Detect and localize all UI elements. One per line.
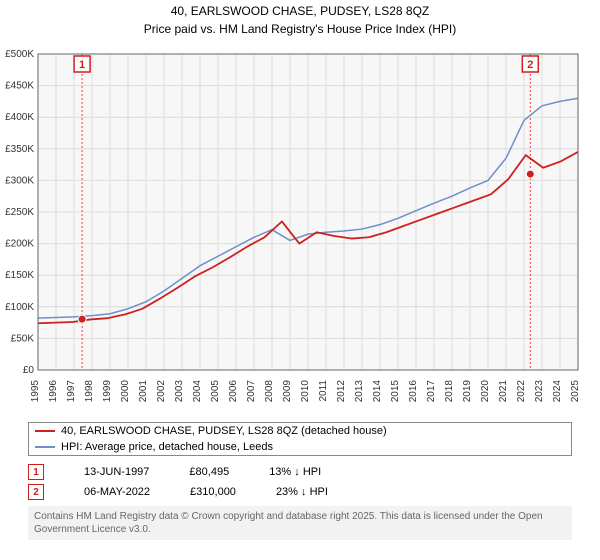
svg-text:2025: 2025	[570, 380, 581, 403]
svg-text:2005: 2005	[210, 380, 221, 403]
marker-date: 13-JUN-1997	[84, 466, 149, 478]
svg-text:2022: 2022	[516, 380, 527, 403]
svg-text:£0: £0	[23, 365, 35, 376]
marker-row: 2 06-MAY-2022 £310,000 23% ↓ HPI	[0, 482, 600, 502]
svg-text:2011: 2011	[318, 380, 329, 402]
svg-text:2002: 2002	[156, 380, 167, 403]
chart-subtitle: Price paid vs. HM Land Registry's House …	[0, 18, 600, 36]
svg-text:2001: 2001	[138, 380, 149, 403]
legend: 40, EARLSWOOD CHASE, PUDSEY, LS28 8QZ (d…	[28, 422, 572, 456]
svg-text:2008: 2008	[264, 380, 275, 403]
svg-text:£350K: £350K	[5, 144, 34, 155]
legend-label: 40, EARLSWOOD CHASE, PUDSEY, LS28 8QZ (d…	[61, 425, 387, 437]
attribution: Contains HM Land Registry data © Crown c…	[28, 506, 572, 540]
svg-text:2006: 2006	[228, 380, 239, 403]
svg-text:2018: 2018	[444, 380, 455, 403]
svg-text:2007: 2007	[246, 380, 257, 403]
svg-text:£100K: £100K	[5, 302, 34, 313]
marker-badge: 1	[28, 464, 44, 480]
svg-text:£150K: £150K	[5, 270, 34, 281]
marker-date: 06-MAY-2022	[84, 486, 150, 498]
chart-area: £0 £50K £100K £150K £200K £250K £300K £350K £400…	[0, 36, 600, 416]
svg-text:2013: 2013	[354, 380, 365, 403]
marker-price: £310,000	[190, 486, 236, 498]
svg-text:2024: 2024	[552, 380, 563, 403]
legend-label: HPI: Average price, detached house, Leed…	[61, 441, 273, 453]
svg-text:1: 1	[79, 59, 85, 71]
svg-text:2010: 2010	[300, 380, 311, 403]
svg-text:2009: 2009	[282, 380, 293, 403]
svg-text:2016: 2016	[408, 380, 419, 403]
svg-text:2019: 2019	[462, 380, 473, 403]
svg-text:2023: 2023	[534, 380, 545, 403]
svg-text:1996: 1996	[48, 380, 59, 403]
svg-text:£300K: £300K	[5, 175, 34, 186]
legend-swatch	[35, 430, 55, 432]
svg-text:2003: 2003	[174, 380, 185, 403]
marker-price: £80,495	[189, 466, 229, 478]
svg-text:2014: 2014	[372, 380, 383, 403]
svg-text:2021: 2021	[498, 380, 509, 403]
legend-row: HPI: Average price, detached house, Leed…	[29, 439, 571, 455]
svg-text:1995: 1995	[30, 380, 41, 403]
legend-swatch	[35, 446, 55, 448]
svg-text:2: 2	[527, 59, 533, 71]
svg-text:2004: 2004	[192, 380, 203, 403]
svg-text:£50K: £50K	[11, 333, 35, 344]
svg-text:2012: 2012	[336, 380, 347, 403]
svg-text:1999: 1999	[102, 380, 113, 403]
svg-text:2017: 2017	[426, 380, 437, 403]
marker-row: 1 13-JUN-1997 £80,495 13% ↓ HPI	[0, 462, 600, 482]
svg-text:£250K: £250K	[5, 207, 34, 218]
chart-title: 40, EARLSWOOD CHASE, PUDSEY, LS28 8QZ	[0, 0, 600, 18]
svg-text:£500K: £500K	[5, 49, 34, 60]
legend-row: 40, EARLSWOOD CHASE, PUDSEY, LS28 8QZ (d…	[29, 423, 571, 439]
svg-text:£450K: £450K	[5, 81, 34, 92]
svg-text:£400K: £400K	[5, 112, 34, 123]
marker-diff: 13% ↓ HPI	[269, 466, 321, 478]
marker-diff: 23% ↓ HPI	[276, 486, 328, 498]
svg-text:£200K: £200K	[5, 239, 34, 250]
svg-text:2000: 2000	[120, 380, 131, 403]
marker-badge: 2	[28, 484, 44, 500]
svg-text:1997: 1997	[66, 380, 77, 403]
svg-text:2020: 2020	[480, 380, 491, 403]
svg-text:1998: 1998	[84, 380, 95, 403]
svg-text:2015: 2015	[390, 380, 401, 403]
